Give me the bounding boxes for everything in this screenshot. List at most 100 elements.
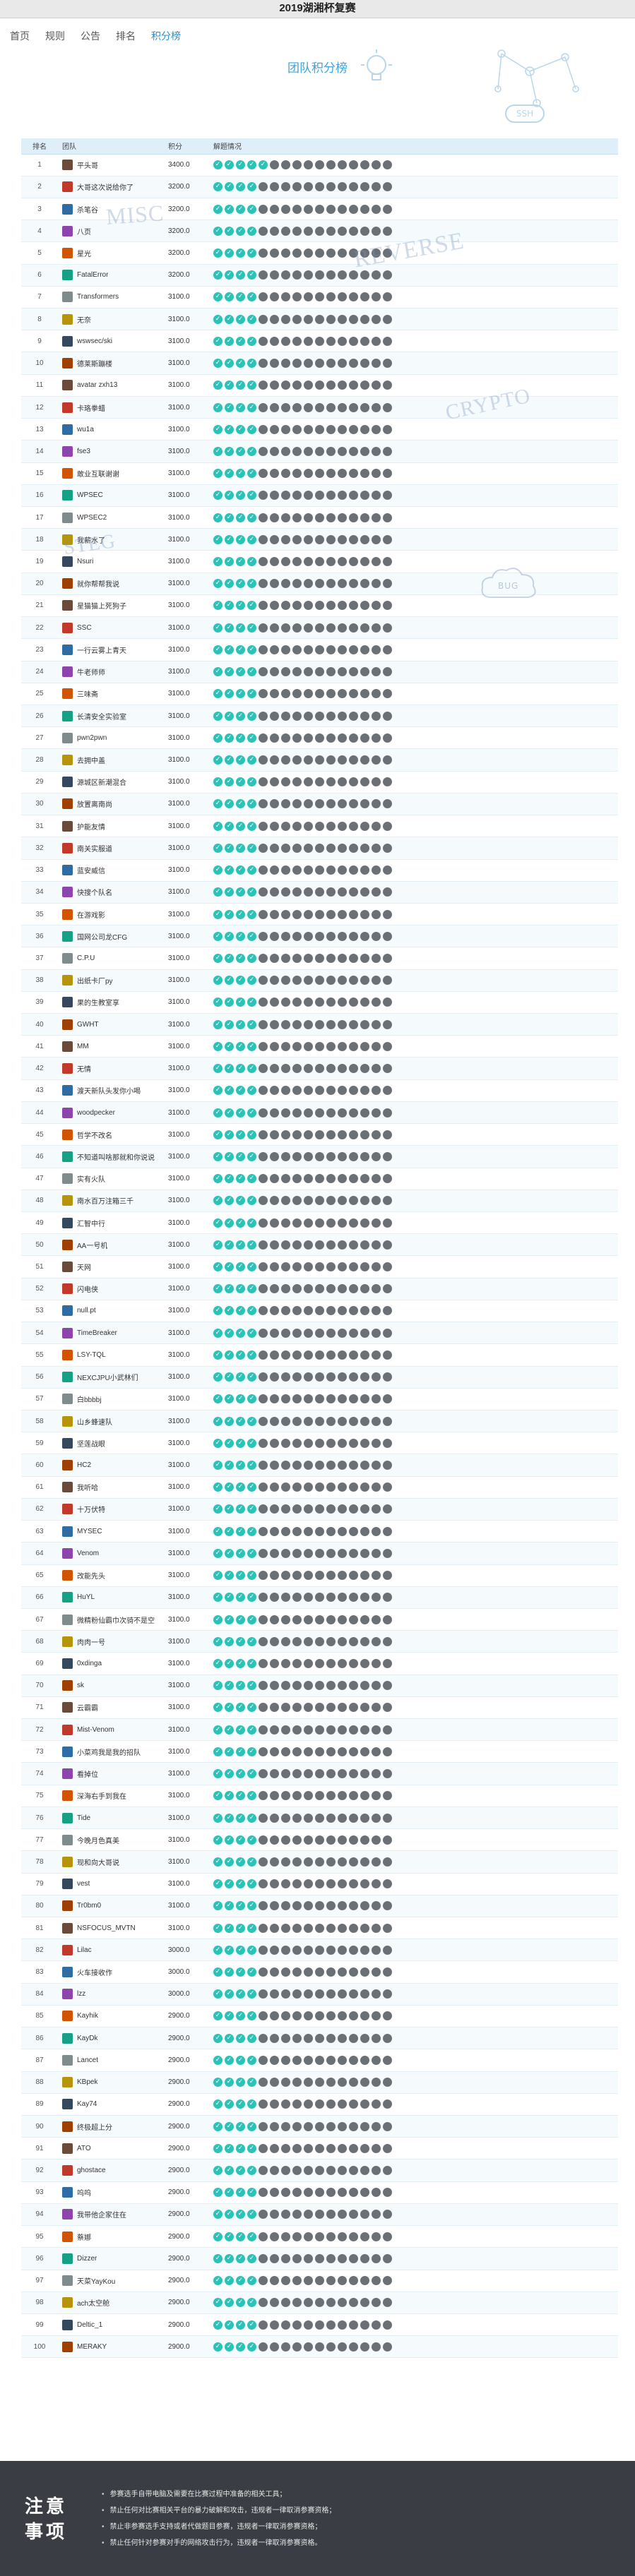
team-link[interactable]: KBpek xyxy=(62,2077,164,2088)
nav-item-home[interactable]: 首页 xyxy=(10,30,30,42)
team-link[interactable]: 哲学不改名 xyxy=(62,1129,164,1140)
team-link[interactable]: 一行云雾上青天 xyxy=(62,644,164,655)
team-link[interactable]: TimeBreaker xyxy=(62,1327,164,1338)
team-link[interactable]: 云霸霸 xyxy=(62,1702,164,1713)
team-link[interactable]: 出纸卡厂py xyxy=(62,975,164,986)
team-link[interactable]: 微精粉仙霸巾次骑不是空 xyxy=(62,1614,164,1625)
nav-item-ranking[interactable]: 排名 xyxy=(116,30,136,42)
team-link[interactable]: 国网公司龙CFG xyxy=(62,930,164,942)
team-link[interactable]: 看掉位 xyxy=(62,1768,164,1780)
nav-item-rules[interactable]: 规则 xyxy=(45,30,65,42)
header-rank[interactable]: 排名 xyxy=(21,138,58,155)
team-link[interactable]: 今晚月色真美 xyxy=(62,1834,164,1845)
nav-item-announcements[interactable]: 公告 xyxy=(81,30,100,42)
team-link[interactable]: 十万伏特 xyxy=(62,1504,164,1515)
team-link[interactable]: 天菜YayKou xyxy=(62,2275,164,2287)
team-link[interactable]: 天网 xyxy=(62,1262,164,1273)
team-link[interactable]: 德莱斯蹦楼 xyxy=(62,358,164,369)
team-link[interactable]: 南水百万注箱三千 xyxy=(62,1195,164,1206)
team-link[interactable]: 汇智中行 xyxy=(62,1217,164,1228)
team-link[interactable]: Transformers xyxy=(62,292,164,303)
team-link[interactable]: Tide xyxy=(62,1812,164,1823)
team-link[interactable]: 牛老师师 xyxy=(62,666,164,678)
team-link[interactable]: HuYL xyxy=(62,1592,164,1603)
team-link[interactable]: 卡珞拳蜡 xyxy=(62,402,164,413)
team-link[interactable]: vest xyxy=(62,1879,164,1890)
team-link[interactable]: 我带他企家住在 xyxy=(62,2209,164,2220)
team-link[interactable]: 闪电侠 xyxy=(62,1283,164,1295)
team-link[interactable]: Mist-Venom xyxy=(62,1724,164,1735)
team-link[interactable]: lzz xyxy=(62,1989,164,2000)
team-link[interactable]: 火车接收作 xyxy=(62,1967,164,1978)
team-link[interactable]: MERAKY xyxy=(62,2341,164,2352)
team-link[interactable]: Lilac xyxy=(62,1944,164,1955)
team-link[interactable]: 我听哈 xyxy=(62,1482,164,1493)
team-link[interactable]: NEXCJPU小武林们 xyxy=(62,1372,164,1383)
team-link[interactable]: 南关实服道 xyxy=(62,842,164,853)
team-link[interactable]: 肉肉一号 xyxy=(62,1636,164,1647)
team-link[interactable]: ach太空舱 xyxy=(62,2297,164,2308)
header-score[interactable]: 积分 xyxy=(164,138,209,155)
team-link[interactable]: 平头哥 xyxy=(62,160,164,171)
team-link[interactable]: 现和向大哥说 xyxy=(62,1856,164,1867)
team-link[interactable]: wswsec/ski xyxy=(62,335,164,347)
team-link[interactable]: SSC xyxy=(62,622,164,633)
team-link[interactable]: 小菜鸡我是我的招队 xyxy=(62,1746,164,1757)
team-link[interactable]: 0xdinga xyxy=(62,1658,164,1669)
team-link[interactable]: 星猫猫上死狗子 xyxy=(62,600,164,611)
team-link[interactable]: 实有火队 xyxy=(62,1173,164,1185)
team-link[interactable]: 不知道叫啥那就和你说说 xyxy=(62,1151,164,1162)
team-link[interactable]: 八页 xyxy=(62,225,164,236)
team-link[interactable]: null.pt xyxy=(62,1305,164,1317)
team-link[interactable]: WPSEC2 xyxy=(62,512,164,523)
team-link[interactable]: GWHT xyxy=(62,1019,164,1030)
team-link[interactable]: LSY-TQL xyxy=(62,1349,164,1360)
team-link[interactable]: Kay74 xyxy=(62,2099,164,2110)
team-link[interactable]: 蓝安威信 xyxy=(62,865,164,876)
team-link[interactable]: 渡天新队头发你小喝 xyxy=(62,1085,164,1096)
team-link[interactable]: KayDk xyxy=(62,2032,164,2044)
team-link[interactable]: avatar zxh13 xyxy=(62,380,164,391)
team-link[interactable]: pwn2pwn xyxy=(62,732,164,743)
team-link[interactable]: 坚莲战眼 xyxy=(62,1437,164,1449)
team-link[interactable]: 山乡蜂速队 xyxy=(62,1415,164,1427)
team-link[interactable]: ghostace xyxy=(62,2165,164,2176)
team-link[interactable]: 长清安全实验室 xyxy=(62,710,164,721)
team-link[interactable]: Kayhik xyxy=(62,2011,164,2022)
team-link[interactable]: 无情 xyxy=(62,1063,164,1074)
nav-item-scoreboard[interactable]: 积分榜 xyxy=(151,30,181,42)
team-link[interactable]: ATO xyxy=(62,2143,164,2154)
team-link[interactable]: NSFOCUS_MVTN xyxy=(62,1922,164,1934)
team-link[interactable]: MYSEC xyxy=(62,1526,164,1537)
team-link[interactable]: 敢业互联谢谢 xyxy=(62,468,164,479)
team-link[interactable]: MM xyxy=(62,1041,164,1052)
team-link[interactable]: Lancet xyxy=(62,2054,164,2066)
team-link[interactable]: 快搜个队名 xyxy=(62,887,164,898)
team-link[interactable]: 我薪水了 xyxy=(62,534,164,545)
team-link[interactable]: 杀笔谷 xyxy=(62,203,164,215)
team-link[interactable]: C.P.U xyxy=(62,952,164,964)
team-link[interactable]: 无奈 xyxy=(62,313,164,325)
team-link[interactable]: woodpecker xyxy=(62,1107,164,1118)
team-link[interactable]: 呜呜 xyxy=(62,2187,164,2198)
header-team[interactable]: 团队 xyxy=(58,138,164,155)
team-link[interactable]: 三味斋 xyxy=(62,688,164,700)
team-link[interactable]: 改能先头 xyxy=(62,1570,164,1581)
team-link[interactable]: 源城区新潮混合 xyxy=(62,777,164,788)
team-link[interactable]: 深海右手到我在 xyxy=(62,1790,164,1802)
team-link[interactable]: 在游戏影 xyxy=(62,909,164,920)
team-link[interactable]: Venom xyxy=(62,1547,164,1559)
team-link[interactable]: fse3 xyxy=(62,445,164,457)
team-link[interactable]: WPSEC xyxy=(62,490,164,501)
team-link[interactable]: Dizzer xyxy=(62,2253,164,2264)
team-link[interactable]: 护能友情 xyxy=(62,820,164,832)
team-link[interactable]: AA一号机 xyxy=(62,1239,164,1250)
team-link[interactable]: 白bbbbj xyxy=(62,1394,164,1405)
team-link[interactable]: HC2 xyxy=(62,1460,164,1471)
team-link[interactable]: Deltic_1 xyxy=(62,2319,164,2330)
team-link[interactable]: wu1a xyxy=(62,424,164,435)
team-link[interactable]: Tr0bm0 xyxy=(62,1900,164,1912)
team-link[interactable]: 终极超上分 xyxy=(62,2121,164,2132)
team-link[interactable]: Nsuri xyxy=(62,556,164,568)
team-link[interactable]: FatalError xyxy=(62,270,164,281)
